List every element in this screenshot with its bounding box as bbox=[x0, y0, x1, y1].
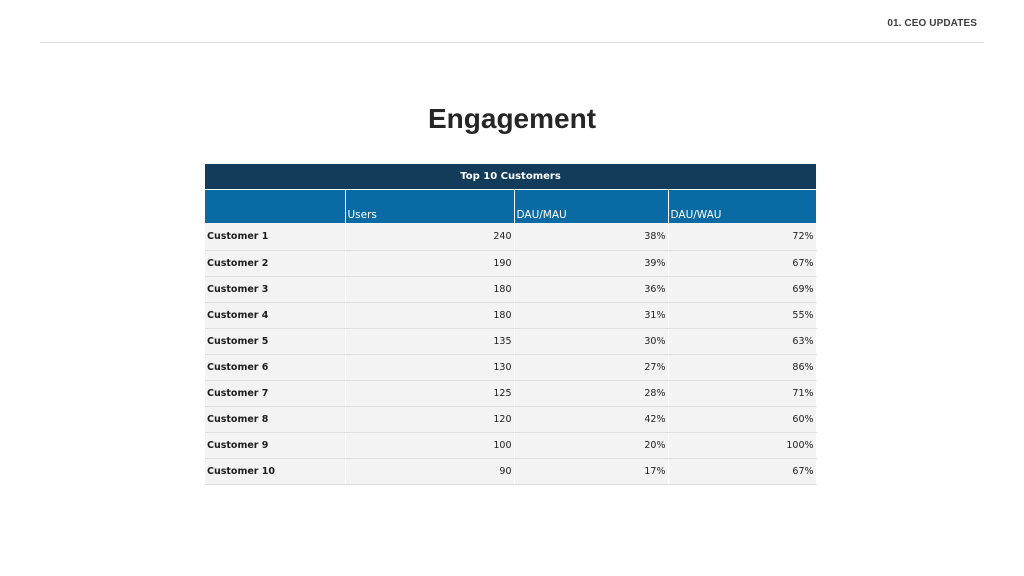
table-row: Customer 7 125 28% 71% bbox=[205, 380, 817, 407]
customer-name: Customer 1 bbox=[205, 223, 346, 251]
table-row: Customer 6 130 27% 86% bbox=[205, 354, 817, 381]
table-row: Customer 9 100 20% 100% bbox=[205, 432, 817, 459]
table-row: Customer 3 180 36% 69% bbox=[205, 276, 817, 303]
dau-wau-value: 60% bbox=[668, 406, 817, 433]
table-title-row: Top 10 Customers bbox=[205, 164, 817, 190]
dau-wau-value: 71% bbox=[668, 380, 817, 407]
dau-mau-value: 42% bbox=[514, 406, 669, 433]
customer-name: Customer 2 bbox=[205, 250, 346, 277]
users-value: 135 bbox=[345, 328, 515, 355]
column-header-dau-wau: DAU/WAU bbox=[667, 189, 817, 223]
dau-mau-value: 20% bbox=[514, 432, 669, 459]
dau-wau-value: 67% bbox=[668, 458, 817, 485]
customer-name: Customer 3 bbox=[205, 276, 346, 303]
table-header-row: Users DAU/MAU DAU/WAU bbox=[205, 189, 817, 223]
dau-wau-value: 100% bbox=[668, 432, 817, 459]
dau-wau-value: 69% bbox=[668, 276, 817, 303]
dau-wau-value: 86% bbox=[668, 354, 817, 381]
dau-wau-value: 67% bbox=[668, 250, 817, 277]
users-value: 90 bbox=[345, 458, 515, 485]
dau-mau-value: 31% bbox=[514, 302, 669, 329]
table-row: Customer 5 135 30% 63% bbox=[205, 328, 817, 355]
dau-wau-value: 55% bbox=[668, 302, 817, 329]
users-value: 130 bbox=[345, 354, 515, 381]
customer-name: Customer 7 bbox=[205, 380, 346, 407]
header-divider bbox=[40, 42, 984, 43]
table-row: Customer 8 120 42% 60% bbox=[205, 406, 817, 433]
users-value: 180 bbox=[345, 302, 515, 329]
table-row: Customer 4 180 31% 55% bbox=[205, 302, 817, 329]
dau-mau-value: 27% bbox=[514, 354, 669, 381]
users-value: 100 bbox=[345, 432, 515, 459]
customer-engagement-table: Top 10 Customers Users DAU/MAU DAU/WAU C… bbox=[205, 164, 817, 485]
customer-name: Customer 6 bbox=[205, 354, 346, 381]
customer-name: Customer 4 bbox=[205, 302, 346, 329]
table-row: Customer 10 90 17% 67% bbox=[205, 458, 817, 485]
column-header-customer bbox=[205, 189, 345, 223]
dau-wau-value: 63% bbox=[668, 328, 817, 355]
dau-mau-value: 36% bbox=[514, 276, 669, 303]
column-header-users: Users bbox=[344, 189, 514, 223]
customer-name: Customer 9 bbox=[205, 432, 346, 459]
column-header-dau-mau: DAU/MAU bbox=[513, 189, 668, 223]
dau-mau-value: 17% bbox=[514, 458, 669, 485]
users-value: 240 bbox=[345, 223, 515, 251]
customer-name: Customer 8 bbox=[205, 406, 346, 433]
customer-name: Customer 5 bbox=[205, 328, 346, 355]
customer-name: Customer 10 bbox=[205, 458, 346, 485]
page-title: Engagement bbox=[427, 103, 597, 134]
dau-mau-value: 30% bbox=[514, 328, 669, 355]
table-row: Customer 1 240 38% 72% bbox=[205, 223, 817, 251]
users-value: 190 bbox=[345, 250, 515, 277]
users-value: 120 bbox=[345, 406, 515, 433]
users-value: 180 bbox=[345, 276, 515, 303]
section-label: 01. CEO UPDATES bbox=[887, 18, 977, 29]
dau-wau-value: 72% bbox=[668, 223, 817, 251]
table-row: Customer 2 190 39% 67% bbox=[205, 250, 817, 277]
table-title: Top 10 Customers bbox=[205, 164, 817, 190]
dau-mau-value: 39% bbox=[514, 250, 669, 277]
dau-mau-value: 28% bbox=[514, 380, 669, 407]
dau-mau-value: 38% bbox=[514, 223, 669, 251]
users-value: 125 bbox=[345, 380, 515, 407]
